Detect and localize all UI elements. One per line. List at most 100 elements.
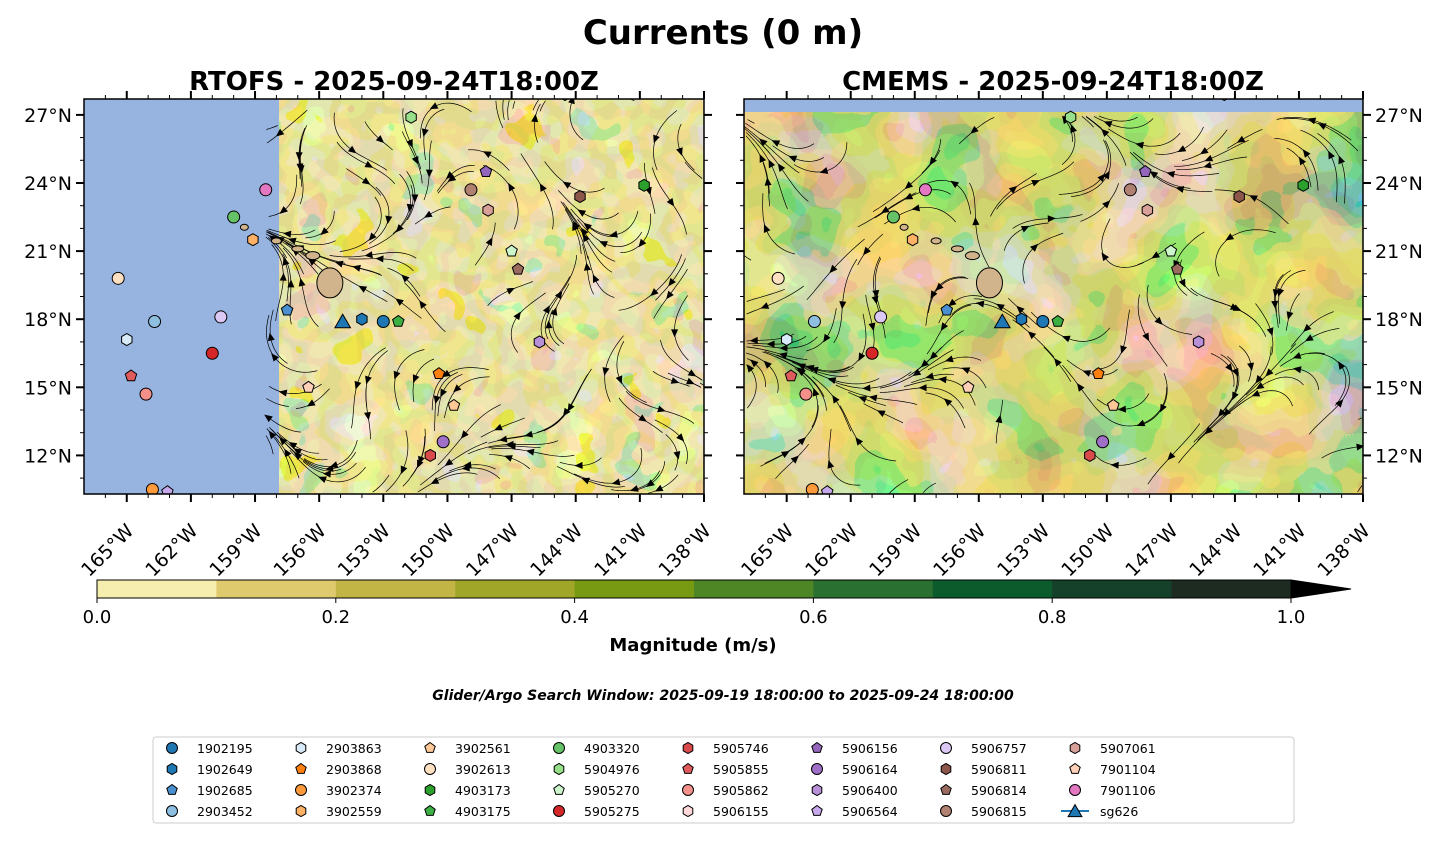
streamline-arrow: [406, 203, 414, 213]
streamline-arrow: [411, 194, 419, 203]
streamline-arrow: [483, 151, 492, 158]
streamline: [336, 141, 396, 184]
streamline-arrow: [863, 246, 871, 256]
streamline-arrow: [1307, 117, 1317, 125]
streamline-arrow: [267, 332, 275, 342]
streamline-arrow: [676, 433, 685, 442]
y-tick-label: 18°N: [24, 309, 72, 331]
legend-label: 7901104: [1100, 762, 1156, 777]
streamline: [365, 350, 389, 408]
marker-5906814: [511, 262, 525, 275]
marker-5906814: [1171, 262, 1184, 275]
legend-label: 3902561: [455, 741, 511, 756]
streamline: [268, 417, 301, 433]
streamline-arrow: [395, 224, 404, 233]
streamline: [925, 392, 966, 429]
streamline-arrow: [282, 257, 290, 266]
island: [899, 223, 909, 231]
legend-label: 5907061: [1100, 741, 1156, 756]
legend-marker-5906164: [811, 763, 823, 775]
island: [305, 251, 321, 261]
cmems-markers: [771, 99, 1309, 494]
streamline-arrow: [646, 479, 655, 487]
x-tick-label: 156°W: [929, 520, 990, 581]
streamline: [746, 352, 779, 393]
marker-5906156: [479, 164, 493, 177]
streamline-arrow: [1356, 443, 1363, 451]
streamline: [652, 371, 690, 387]
rtofs-markers: [111, 99, 650, 494]
streamline-arrow: [494, 423, 503, 431]
streamline: [620, 213, 652, 254]
streamline: [1274, 368, 1320, 391]
streamline: [848, 391, 886, 407]
colorbar-bin: [574, 580, 695, 598]
streamline-arrow: [568, 99, 575, 105]
streamline: [745, 135, 770, 194]
legend-marker-5905855: [682, 762, 694, 774]
streamline: [401, 131, 423, 184]
streamline-arrow: [364, 160, 374, 168]
legend-label: 3902559: [326, 804, 382, 819]
streamline: [775, 443, 809, 479]
streamline-arrow: [611, 478, 621, 486]
legend-label: 4903173: [455, 783, 511, 798]
legend-label: 5904976: [584, 762, 640, 777]
legend-marker-5906815: [940, 805, 952, 817]
streamline-arrow: [961, 367, 971, 374]
streamline: [927, 356, 982, 371]
streamline-arrow: [271, 353, 279, 362]
streamline-arrow: [295, 152, 303, 161]
streamline-arrow: [1298, 156, 1307, 166]
streamline-arrow: [580, 227, 589, 237]
streamline-arrow: [401, 274, 410, 283]
streamline-arrow: [1117, 405, 1127, 413]
cmems-land: [899, 223, 1003, 299]
legend-label: 5906757: [971, 741, 1027, 756]
legend-label: 5906564: [842, 804, 898, 819]
colorbar-bin: [455, 580, 576, 598]
legend-label: 2903452: [197, 804, 253, 819]
marker-2903868: [432, 367, 446, 379]
streamline-arrow: [279, 272, 287, 281]
streamline-arrow: [325, 465, 334, 472]
streamline-arrow: [385, 215, 393, 224]
streamline: [1174, 231, 1205, 296]
streamline-arrow: [1177, 145, 1187, 153]
streamline-arrow: [1335, 399, 1344, 408]
streamline: [556, 466, 625, 488]
streamline-arrow: [1135, 141, 1144, 149]
streamline: [1086, 116, 1127, 166]
legend-marker-5907061: [1069, 741, 1081, 755]
streamline: [618, 397, 663, 433]
streamline: [266, 125, 278, 130]
streamline-arrow: [542, 305, 550, 314]
streamline: [925, 276, 966, 326]
colorbar-tick-label: 0.0: [83, 607, 112, 628]
streamline: [828, 371, 912, 389]
streamline: [1008, 298, 1039, 326]
marker-5905275: [865, 346, 879, 360]
streamline: [631, 461, 666, 492]
streamline-arrow: [1204, 426, 1213, 435]
streamline-arrow: [812, 387, 820, 397]
streamline-arrow: [283, 230, 292, 238]
legend-marker-4903175: [424, 804, 436, 816]
colorbar-tick-label: 0.8: [1038, 607, 1067, 628]
streamline-arrow: [948, 298, 957, 307]
streamline-arrow: [827, 377, 837, 384]
streamline-arrow: [935, 282, 944, 291]
marker-5906757: [214, 310, 228, 324]
streamline-arrow: [412, 374, 420, 383]
streamline-arrow: [615, 375, 623, 385]
streamline: [806, 308, 837, 352]
streamline: [746, 285, 804, 315]
streamline-arrow: [1286, 311, 1294, 320]
streamline-arrow: [819, 167, 829, 174]
legend-label: 1902195: [197, 741, 253, 756]
colorbar-frame: [96, 579, 1292, 599]
streamline-arrow: [293, 448, 302, 456]
streamline: [604, 335, 624, 403]
streamline-arrow: [940, 322, 949, 331]
streamline: [565, 207, 613, 273]
